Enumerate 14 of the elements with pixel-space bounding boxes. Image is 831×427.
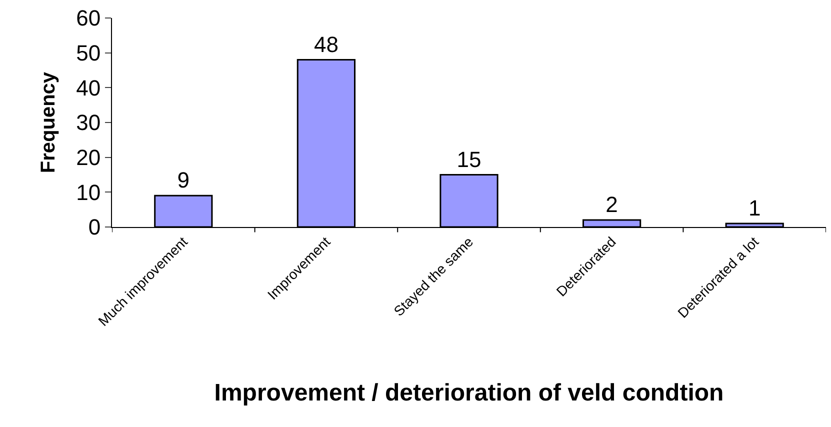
x-axis-title: Improvement / deterioration of veld condtion: [214, 379, 724, 406]
y-tick-label: 50: [76, 40, 101, 66]
y-tick-label: 10: [76, 180, 101, 205]
data-label: 2: [606, 192, 618, 218]
data-label: 9: [177, 168, 190, 193]
data-label: 1: [748, 196, 761, 221]
y-tick-label: 20: [76, 145, 101, 170]
data-label: 48: [314, 32, 338, 57]
y-tick-label: 30: [76, 110, 101, 136]
data-label: 15: [456, 146, 482, 172]
y-tick-label: 40: [76, 75, 101, 100]
y-axis-title: Frequency: [38, 71, 60, 174]
y-tick-label: 0: [88, 214, 101, 240]
y-tick-label: 60: [76, 6, 101, 31]
